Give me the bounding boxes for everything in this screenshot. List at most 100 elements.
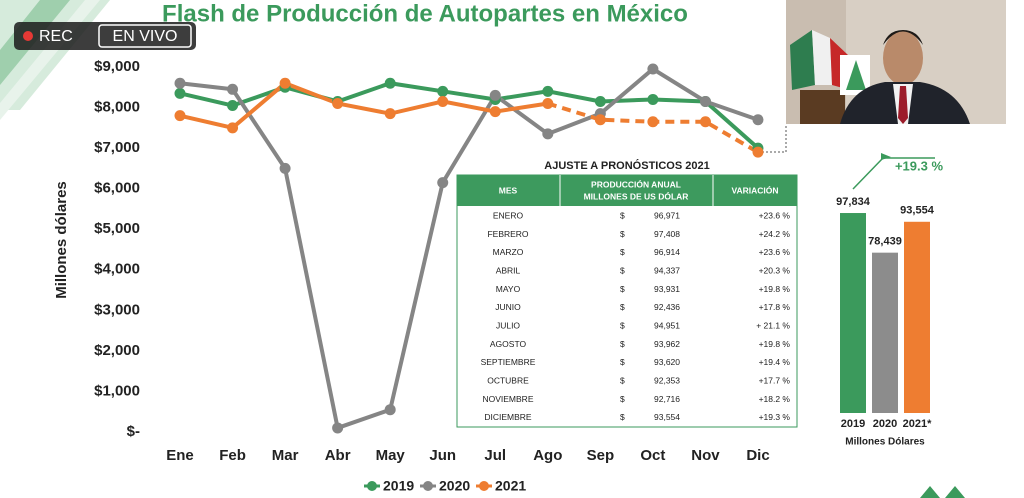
- cell: 93,962: [654, 339, 680, 349]
- x-tick-label: Ene: [166, 447, 194, 464]
- webcam: [786, 0, 1006, 124]
- data-point: [279, 77, 291, 89]
- cell: 94,337: [654, 265, 680, 275]
- y-tick-label: $6,000: [94, 180, 140, 197]
- cell: $: [620, 265, 625, 275]
- data-point: [542, 98, 554, 109]
- cell: NOVIEMBRE: [482, 394, 533, 404]
- data-point: [699, 95, 711, 107]
- cell: 93,554: [654, 412, 680, 422]
- y-tick-label: $-: [127, 423, 140, 440]
- y-tick-label: $3,000: [94, 301, 140, 318]
- cell: 93,931: [654, 284, 680, 294]
- cell: +20.3 %: [759, 265, 791, 275]
- x-tick-label: 2020: [873, 418, 897, 430]
- data-point: [332, 422, 344, 434]
- table-title: AJUSTE A PRONÓSTICOS 2021: [544, 159, 709, 172]
- bar: [872, 252, 898, 413]
- data-point: [647, 63, 659, 75]
- cell: JUNIO: [495, 302, 521, 312]
- bar-value-label: 97,834: [836, 196, 871, 208]
- cell: + 21.1 %: [756, 320, 790, 330]
- y-axis-title: Millones dólares: [53, 181, 70, 299]
- data-point: [227, 122, 239, 134]
- cell: $: [620, 229, 625, 239]
- legend-marker: [479, 481, 489, 491]
- data-point: [384, 77, 396, 89]
- data-point: [279, 162, 291, 174]
- cell: +24.2 %: [759, 229, 791, 239]
- table: [456, 174, 798, 428]
- data-point: [437, 85, 449, 97]
- x-tick-label: May: [376, 447, 406, 464]
- cell: $: [620, 412, 625, 422]
- x-tick-label: 2021*: [903, 418, 932, 430]
- x-tick-label: Sep: [587, 447, 615, 464]
- legend-label: 2021: [495, 478, 526, 494]
- header-cell: MES: [499, 185, 518, 195]
- x-tick-label: Dic: [746, 447, 769, 464]
- cell: 92,353: [654, 375, 680, 385]
- cell: OCTUBRE: [487, 375, 529, 385]
- cell: +23.6 %: [759, 210, 791, 220]
- data-point: [752, 114, 764, 126]
- cell: FEBRERO: [487, 229, 528, 239]
- data-point: [384, 404, 396, 416]
- data-point: [384, 108, 396, 120]
- data-point: [542, 85, 554, 97]
- data-point: [647, 116, 659, 128]
- data-point: [647, 93, 659, 105]
- cell: +19.3 %: [759, 412, 791, 422]
- bar: [904, 221, 930, 413]
- x-tick-label: 2019: [841, 418, 865, 430]
- bar-value-label: 78,439: [868, 236, 902, 248]
- x-tick-label: Abr: [325, 447, 351, 464]
- cell: JULIO: [496, 320, 520, 330]
- bar: [840, 213, 866, 413]
- data-point: [332, 98, 344, 109]
- data-point: [699, 116, 711, 128]
- live-box: [98, 24, 192, 48]
- live-label: EN VIVO: [113, 28, 178, 45]
- cell: $: [620, 394, 625, 404]
- legend-label: 2019: [383, 478, 414, 494]
- data-point: [437, 177, 449, 189]
- x-tick-label: Jul: [484, 447, 506, 464]
- cell: $: [620, 339, 625, 349]
- x-axis-title: Millones Dólares: [845, 437, 925, 448]
- bar-value-label: 93,554: [900, 205, 935, 217]
- x-tick-label: Oct: [640, 447, 665, 464]
- cell: +17.8 %: [759, 302, 791, 312]
- cell: $: [620, 247, 625, 257]
- table-header: [457, 175, 797, 206]
- x-tick-label: Mar: [272, 447, 299, 464]
- data-point: [174, 87, 186, 99]
- cell: +17.7 %: [759, 375, 791, 385]
- connector: [758, 124, 787, 153]
- annotation-arrowhead: [881, 153, 891, 161]
- rec-label: REC: [39, 28, 73, 45]
- cell: MAYO: [496, 284, 521, 294]
- x-tick-label: Jun: [429, 447, 456, 464]
- cell: ABRIL: [496, 265, 521, 275]
- data-point: [437, 95, 449, 107]
- cell: SEPTIEMBRE: [481, 357, 536, 367]
- data-point: [174, 77, 186, 89]
- header-cell: VARIACIÓN: [731, 184, 778, 195]
- cell: +18.2 %: [759, 394, 791, 404]
- chart-title: Flash de Producción de Autopartes en Méx…: [162, 0, 688, 27]
- x-tick-label: Nov: [691, 447, 720, 464]
- data-point: [542, 128, 554, 140]
- y-tick-label: $2,000: [94, 342, 140, 359]
- cell: 93,620: [654, 357, 680, 367]
- series-line: [179, 66, 759, 431]
- cell: $: [620, 302, 625, 312]
- data-point: [594, 95, 606, 107]
- cell: DICIEMBRE: [484, 412, 532, 422]
- cell: 97,408: [654, 229, 680, 239]
- cell: +19.4 %: [759, 357, 791, 367]
- data-point: [489, 106, 501, 118]
- cell: MARZO: [493, 247, 524, 257]
